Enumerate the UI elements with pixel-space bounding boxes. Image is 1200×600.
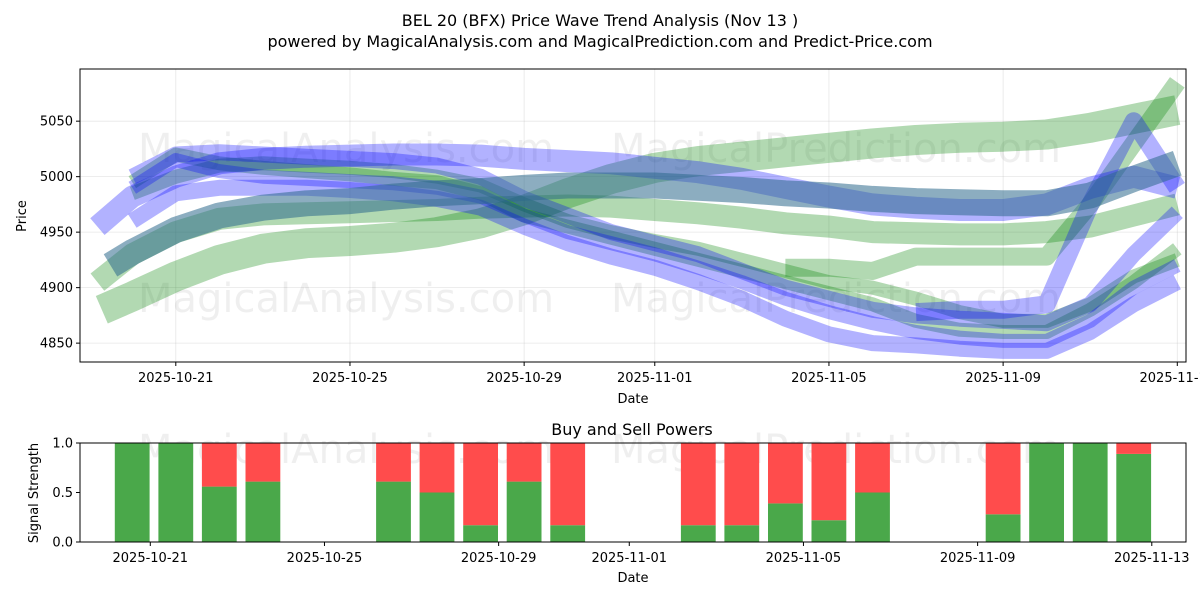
price-y-ticks: 4850 4900 4950 5000 5050 bbox=[40, 115, 80, 352]
buy-bar bbox=[985, 514, 1021, 542]
chart-title: BEL 20 (BFX) Price Wave Trend Analysis (… bbox=[402, 11, 798, 30]
signal-x-tick-label: 2025-10-21 bbox=[113, 551, 189, 566]
buy-bar bbox=[114, 443, 150, 542]
price-wave-band-4 bbox=[128, 147, 1182, 339]
sell-bar bbox=[724, 443, 760, 526]
price-wave-band-6 bbox=[128, 144, 1183, 332]
price-y-label: Price bbox=[15, 200, 30, 232]
signal-x-ticks: 2025-10-21 2025-10-25 2025-10-29 2025-11-01… bbox=[113, 542, 1190, 566]
signal-x-tick-label: 2025-11-05 bbox=[766, 551, 842, 566]
sell-bar bbox=[201, 443, 237, 487]
sell-bar bbox=[1116, 443, 1152, 454]
signal-x-tick-label: 2025-10-29 bbox=[461, 551, 537, 566]
buy-bar bbox=[376, 481, 411, 542]
signal-x-tick-label: 2025-11-13 bbox=[1114, 551, 1190, 566]
price-x-tick-label: 2025-10-21 bbox=[138, 371, 214, 386]
sell-bar bbox=[855, 443, 890, 493]
price-wave-band-7 bbox=[128, 153, 1181, 348]
buy-bar bbox=[419, 492, 455, 542]
buy-bar bbox=[680, 525, 716, 542]
signal-y-tick-label: 0.5 bbox=[52, 486, 73, 501]
buy-bar bbox=[506, 481, 542, 542]
sell-bar bbox=[985, 443, 1021, 515]
buy-bar bbox=[463, 525, 498, 542]
buy-bar bbox=[1116, 453, 1152, 542]
signal-x-tick-label: 2025-11-01 bbox=[591, 551, 667, 566]
sell-bar bbox=[680, 443, 716, 526]
price-x-tick-label: 2025-11-05 bbox=[791, 371, 867, 386]
price-watermarks: MagicalAnalysis.com MagicalPrediction.co… bbox=[138, 126, 1061, 322]
signal-y-label: Signal Strength bbox=[27, 443, 42, 543]
sell-bar bbox=[811, 443, 847, 521]
chart-subtitle: powered by MagicalAnalysis.com and Magic… bbox=[267, 32, 932, 51]
price-wave-band-11 bbox=[103, 151, 1182, 277]
signal-x-tick-label: 2025-11-09 bbox=[940, 551, 1016, 566]
price-wave-band-10 bbox=[915, 112, 1185, 322]
buy-bar bbox=[550, 525, 586, 542]
sell-bar bbox=[245, 443, 281, 482]
price-y-tick-label: 4850 bbox=[40, 337, 73, 352]
buy-bar bbox=[158, 443, 194, 542]
price-plot: MagicalAnalysis.com MagicalPrediction.co… bbox=[15, 68, 1200, 407]
buy-bar bbox=[201, 486, 237, 542]
watermark-magicalprediction: MagicalPrediction.com bbox=[611, 126, 1061, 172]
price-x-label: Date bbox=[617, 392, 648, 407]
signal-title: Buy and Sell Powers bbox=[551, 420, 713, 439]
buy-bar bbox=[1029, 443, 1064, 542]
signal-y-ticks: 0.0 0.5 1.0 bbox=[52, 437, 80, 551]
watermark-magicalanalysis: MagicalAnalysis.com bbox=[138, 276, 554, 322]
sell-bar bbox=[768, 443, 803, 504]
price-wave-band-3 bbox=[129, 156, 1180, 328]
price-y-tick-label: 5000 bbox=[40, 170, 73, 185]
sell-bar bbox=[419, 443, 455, 493]
signal-bars bbox=[114, 443, 1152, 542]
buy-bar bbox=[768, 503, 803, 542]
price-y-tick-label: 5050 bbox=[40, 115, 73, 130]
signal-x-tick-label: 2025-10-25 bbox=[287, 551, 363, 566]
price-x-tick-label: 2025-10-25 bbox=[312, 371, 388, 386]
sell-bar bbox=[376, 443, 411, 482]
price-wave-bands bbox=[90, 77, 1185, 359]
price-x-tick-label: 2025-11-09 bbox=[965, 371, 1041, 386]
buy-bar bbox=[811, 520, 847, 542]
watermark-magicalanalysis: MagicalAnalysis.com bbox=[138, 126, 554, 172]
price-x-tick-label: 2025-11-13 bbox=[1140, 371, 1200, 386]
signal-y-tick-label: 0.0 bbox=[52, 536, 73, 551]
signal-plot: Buy and Sell Powers MagicalAnalysis.com … bbox=[27, 420, 1190, 586]
watermark-magicalprediction: MagicalPrediction.com bbox=[611, 276, 1061, 322]
price-x-tick-label: 2025-11-01 bbox=[617, 371, 693, 386]
buy-bar bbox=[724, 525, 760, 542]
buy-bar bbox=[1072, 443, 1108, 542]
price-x-ticks: 2025-10-21 2025-10-25 2025-10-29 2025-11-01… bbox=[138, 362, 1200, 386]
price-x-tick-label: 2025-10-29 bbox=[486, 371, 562, 386]
buy-bar bbox=[245, 481, 281, 542]
buy-bar bbox=[855, 492, 890, 542]
price-wave-band-8 bbox=[128, 179, 1181, 359]
sell-bar bbox=[550, 443, 586, 526]
price-y-tick-label: 4950 bbox=[40, 226, 73, 241]
signal-y-tick-label: 1.0 bbox=[52, 437, 73, 452]
sell-bar bbox=[463, 443, 498, 526]
sell-bar bbox=[506, 443, 542, 482]
signal-x-label: Date bbox=[617, 571, 648, 586]
price-y-tick-label: 4900 bbox=[40, 281, 73, 296]
price-plot-frame bbox=[79, 68, 1187, 363]
